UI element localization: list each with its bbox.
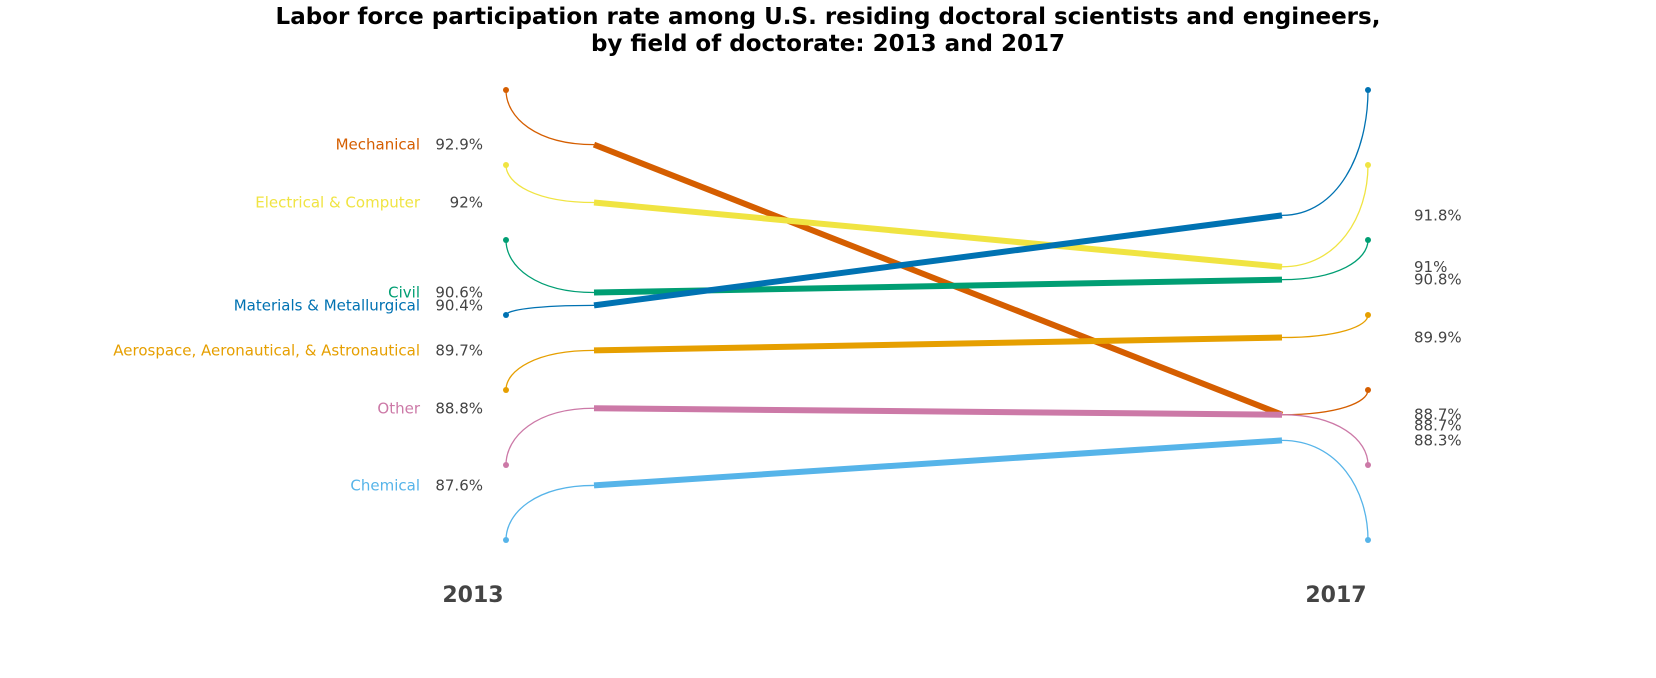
series-name-mechanical: Mechanical [336,136,420,154]
series-connector-right-civil [1281,239,1369,281]
value-label-start-chemical: 87.6% [435,476,483,494]
series-connector-right-materials-metallurgical [1281,89,1369,217]
series-connector-left-aerospace-aeronautical-astronautical [505,349,595,391]
point-start-materials-metallurgical [503,312,509,318]
series-name-electrical-computer: Electrical & Computer [255,194,421,212]
series-connector-right-other [1281,414,1369,466]
point-start-chemical [503,537,509,543]
series-connector-right-aerospace-aeronautical-astronautical [1281,314,1369,339]
series-connector-left-materials-metallurgical [505,304,595,316]
series-line-mechanical [592,141,1284,418]
series-name-aerospace-aeronautical-astronautical: Aerospace, Aeronautical, & Astronautical [113,341,420,359]
value-label-start-mechanical: 92.9% [435,136,483,154]
point-start-electrical-computer [503,162,509,168]
point-end-other [1365,462,1371,468]
series-connector-left-electrical-computer [505,164,595,204]
value-label-start-other: 88.8% [435,399,483,417]
chart-title: Labor force participation rate among U.S… [276,4,1381,30]
series-line-aerospace-aeronautical-astronautical [593,334,1283,354]
point-start-mechanical [503,87,509,93]
value-label-end-materials-metallurgical: 91.8% [1414,206,1462,224]
point-end-electrical-computer [1365,162,1371,168]
value-label-end-mechanical: 88.7% [1414,406,1462,424]
series-connector-left-other [505,407,595,466]
point-end-chemical [1365,537,1371,543]
series-connector-left-civil [505,239,595,294]
value-label-start-electrical-computer: 92% [450,194,483,212]
value-label-end-other: 88.7% [1414,417,1462,435]
point-end-aerospace-aeronautical-astronautical [1365,312,1371,318]
series-name-materials-metallurgical: Materials & Metallurgical [234,296,420,314]
value-label-end-civil: 90.8% [1414,271,1462,289]
series-labels: Mechanical 92.9% 88.7% Electrical & Compute… [113,136,1461,495]
value-label-start-civil: 90.6% [435,284,483,302]
x-tick-label-start: 2013 [442,583,503,608]
point-end-materials-metallurgical [1365,87,1371,93]
point-start-civil [503,237,509,243]
series-name-chemical: Chemical [350,476,420,494]
series-line-materials-metallurgical [593,212,1283,309]
value-label-start-aerospace-aeronautical-astronautical: 89.7% [435,341,483,359]
series-line-other [593,405,1283,418]
chart-subtitle: by field of doctorate: 2013 and 2017 [591,31,1065,57]
series-connector-right-electrical-computer [1281,164,1369,268]
series-connector-left-mechanical [505,89,595,146]
series-line-chemical [593,437,1283,489]
value-label-start-materials-metallurgical: 90.4% [435,296,483,314]
series-connector-right-mechanical [1281,389,1369,416]
point-start-other [503,462,509,468]
series-line-electrical-computer [593,199,1283,270]
series-name-other: Other [377,399,420,417]
series-lines [503,87,1371,543]
x-tick-label-end: 2017 [1305,583,1366,608]
series-connector-left-chemical [505,484,595,541]
series-connector-right-chemical [1281,439,1369,541]
value-label-end-electrical-computer: 91% [1414,258,1447,276]
point-end-civil [1365,237,1371,243]
value-label-end-chemical: 88.3% [1414,431,1462,449]
series-name-civil: Civil [388,284,420,302]
point-start-aerospace-aeronautical-astronautical [503,387,509,393]
point-end-mechanical [1365,387,1371,393]
value-label-end-aerospace-aeronautical-astronautical: 89.9% [1414,329,1462,347]
